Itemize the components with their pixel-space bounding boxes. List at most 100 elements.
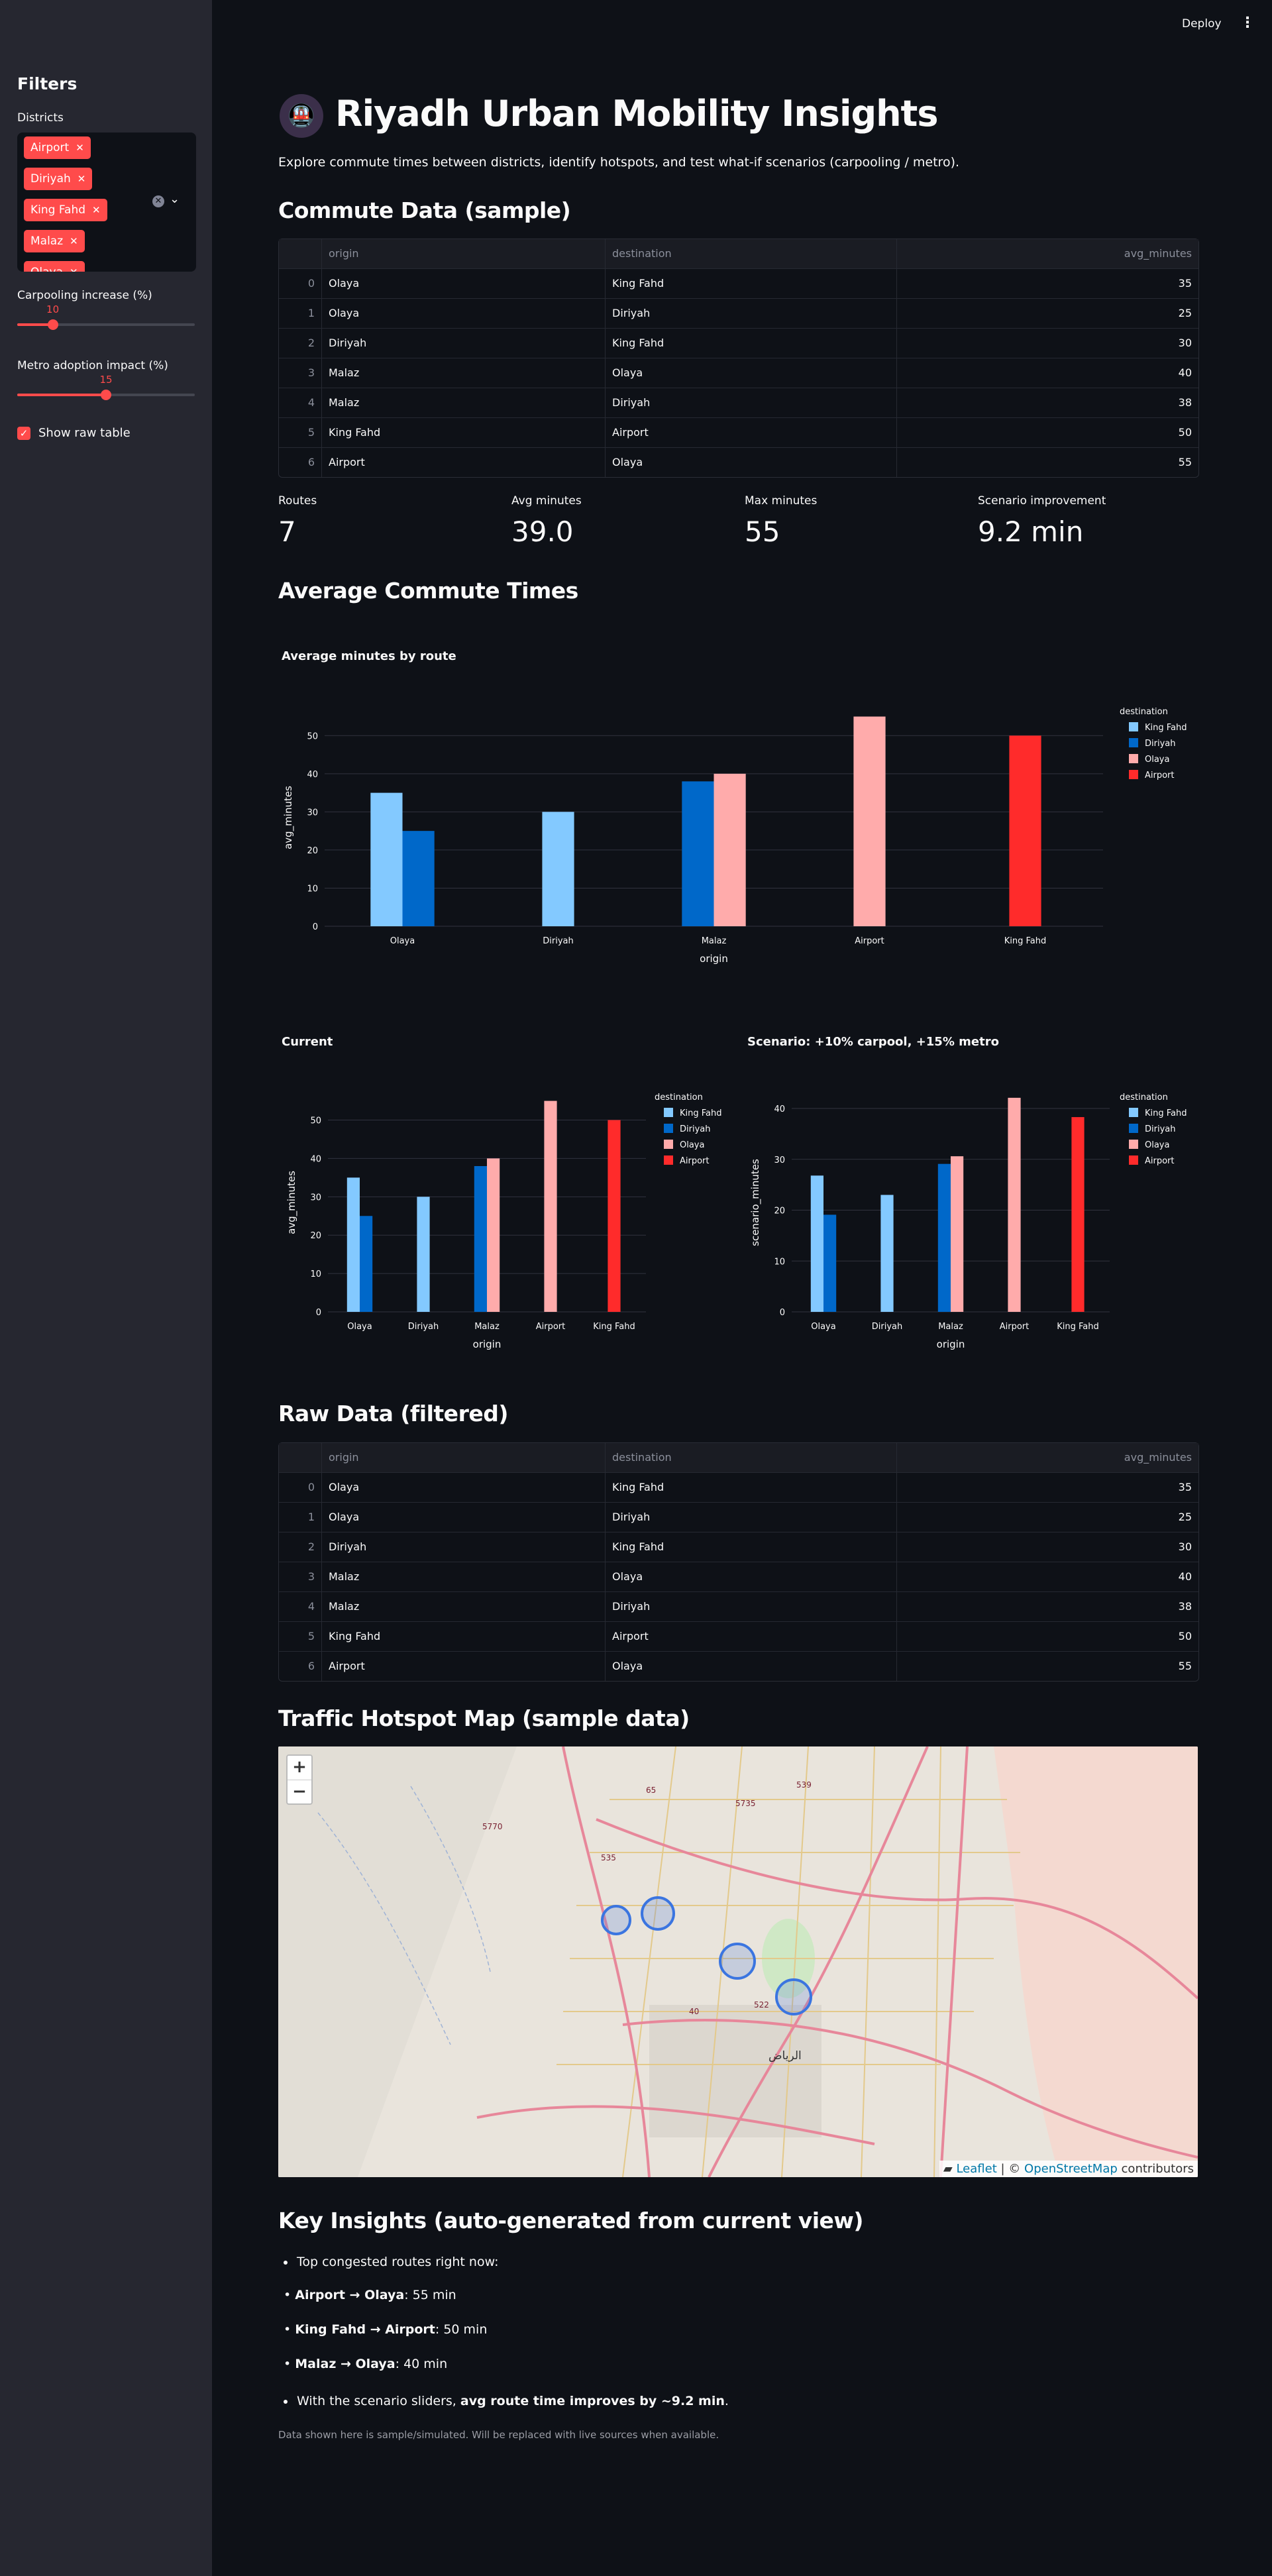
legend-swatch[interactable] bbox=[1129, 1124, 1138, 1133]
legend-label[interactable]: Airport bbox=[680, 1156, 710, 1166]
legend-label[interactable]: King Fahd bbox=[1145, 723, 1187, 733]
legend-label[interactable]: Airport bbox=[1145, 1156, 1175, 1166]
column-header[interactable]: avg_minutes bbox=[896, 239, 1198, 268]
legend-label[interactable]: Diriyah bbox=[1145, 1124, 1175, 1134]
table-row[interactable]: 0 Olaya King Fahd 35 bbox=[279, 1472, 1198, 1502]
legend-swatch[interactable] bbox=[1129, 722, 1138, 731]
tag-airport[interactable]: Airport ✕ bbox=[24, 136, 91, 159]
table-row[interactable]: 0 Olaya King Fahd 35 bbox=[279, 268, 1198, 298]
legend-swatch[interactable] bbox=[1129, 738, 1138, 747]
legend-swatch[interactable] bbox=[664, 1108, 673, 1117]
legend-swatch[interactable] bbox=[1129, 1108, 1138, 1117]
tag-malaz[interactable]: Malaz ✕ bbox=[24, 230, 85, 252]
slider-thumb[interactable] bbox=[101, 390, 111, 400]
slider-thumb[interactable] bbox=[47, 319, 58, 330]
bar[interactable] bbox=[1008, 1097, 1021, 1312]
hotspot-marker[interactable] bbox=[641, 1896, 675, 1931]
table-row[interactable]: 1 Olaya Diriyah 25 bbox=[279, 1502, 1198, 1532]
legend-swatch[interactable] bbox=[1129, 1155, 1138, 1165]
table-row[interactable]: 3 Malaz Olaya 40 bbox=[279, 1562, 1198, 1591]
clear-all-icon[interactable]: ✕ bbox=[152, 195, 164, 207]
legend-label[interactable]: King Fahd bbox=[680, 1108, 722, 1118]
close-icon[interactable]: ✕ bbox=[92, 204, 101, 216]
legend-label[interactable]: Olaya bbox=[680, 1140, 704, 1150]
legend-label[interactable]: Olaya bbox=[1145, 1140, 1169, 1150]
column-header[interactable] bbox=[279, 239, 321, 268]
show-raw-checkbox[interactable]: ✓ bbox=[17, 427, 30, 440]
bar[interactable] bbox=[417, 1197, 430, 1312]
chevron-down-icon[interactable]: ⌄ bbox=[170, 192, 180, 206]
close-icon[interactable]: ✕ bbox=[76, 142, 84, 154]
table-row[interactable]: 4 Malaz Diriyah 38 bbox=[279, 1591, 1198, 1621]
column-header[interactable]: destination bbox=[605, 1443, 896, 1472]
column-header[interactable] bbox=[279, 1443, 321, 1472]
more-vertical-icon[interactable]: ⋮ bbox=[1240, 15, 1255, 31]
legend-swatch[interactable] bbox=[1129, 1140, 1138, 1149]
deploy-button[interactable]: Deploy bbox=[1182, 17, 1222, 30]
bar[interactable] bbox=[937, 1163, 951, 1312]
bar[interactable] bbox=[951, 1156, 964, 1312]
bar[interactable] bbox=[810, 1175, 823, 1312]
column-header[interactable]: avg_minutes bbox=[896, 1443, 1198, 1472]
tag-diriyah[interactable]: Diriyah ✕ bbox=[24, 168, 93, 190]
bar[interactable] bbox=[853, 716, 886, 926]
traffic-map[interactable]: 65 539 5735 5770 535 40 522 الرياض + − ▰… bbox=[278, 1746, 1198, 2177]
legend-label[interactable]: Diriyah bbox=[680, 1124, 710, 1134]
tag-olaya[interactable]: Olaya ✕ bbox=[24, 261, 85, 272]
table-row[interactable]: 3 Malaz Olaya 40 bbox=[279, 358, 1198, 388]
bar[interactable] bbox=[487, 1158, 500, 1312]
legend-swatch[interactable] bbox=[664, 1155, 673, 1165]
legend-swatch[interactable] bbox=[664, 1124, 673, 1133]
bar[interactable] bbox=[714, 773, 746, 926]
close-icon[interactable]: ✕ bbox=[70, 266, 78, 272]
districts-multiselect[interactable]: Airport ✕ Diriyah ✕ King Fahd ✕ Malaz ✕ Olay… bbox=[17, 133, 196, 272]
bar[interactable] bbox=[1071, 1117, 1085, 1312]
hotspot-marker[interactable] bbox=[719, 1943, 756, 1980]
table-row[interactable]: 5 King Fahd Airport 50 bbox=[279, 1621, 1198, 1651]
column-header[interactable]: origin bbox=[321, 1443, 605, 1472]
hotspot-markers[interactable] bbox=[601, 1896, 812, 2015]
legend-label[interactable]: King Fahd bbox=[1145, 1108, 1187, 1118]
bar[interactable] bbox=[474, 1166, 487, 1312]
osm-link[interactable]: OpenStreetMap bbox=[1024, 2162, 1118, 2176]
bar[interactable] bbox=[1009, 735, 1041, 926]
table-row[interactable]: 2 Diriyah King Fahd 30 bbox=[279, 328, 1198, 358]
table-row[interactable]: 6 Airport Olaya 55 bbox=[279, 1651, 1198, 1681]
tag-king-fahd[interactable]: King Fahd ✕ bbox=[24, 199, 107, 221]
commute-table[interactable]: origin destination avg_minutes 0 Olaya King F… bbox=[278, 239, 1199, 478]
bar[interactable] bbox=[682, 781, 714, 926]
column-header[interactable]: origin bbox=[321, 239, 605, 268]
table-row[interactable]: 5 King Fahd Airport 50 bbox=[279, 417, 1198, 447]
table-row[interactable]: 2 Diriyah King Fahd 30 bbox=[279, 1532, 1198, 1562]
hotspot-marker[interactable] bbox=[775, 1978, 812, 2015]
table-row[interactable]: 4 Malaz Diriyah 38 bbox=[279, 388, 1198, 417]
metro-slider[interactable]: 15 bbox=[17, 374, 195, 400]
bar[interactable] bbox=[542, 812, 574, 926]
table-row[interactable]: 6 Airport Olaya 55 bbox=[279, 447, 1198, 477]
metric-value: 9.2 min bbox=[978, 515, 1084, 548]
legend-label[interactable]: Diriyah bbox=[1145, 739, 1175, 749]
legend-label[interactable]: Airport bbox=[1145, 771, 1175, 780]
table-row[interactable]: 1 Olaya Diriyah 25 bbox=[279, 298, 1198, 328]
bar[interactable] bbox=[402, 831, 435, 926]
bar[interactable] bbox=[608, 1120, 621, 1312]
bar[interactable] bbox=[370, 792, 403, 926]
bar[interactable] bbox=[544, 1100, 557, 1312]
hotspot-marker[interactable] bbox=[601, 1905, 631, 1935]
legend-swatch[interactable] bbox=[664, 1140, 673, 1149]
close-icon[interactable]: ✕ bbox=[77, 173, 86, 185]
bar[interactable] bbox=[360, 1216, 373, 1312]
legend-label[interactable]: Olaya bbox=[1145, 755, 1169, 765]
raw-table[interactable]: origin destination avg_minutes 0 Olaya King F… bbox=[278, 1442, 1199, 1682]
legend-swatch[interactable] bbox=[1129, 770, 1138, 779]
bar[interactable] bbox=[880, 1195, 894, 1312]
carpool-slider[interactable]: 10 bbox=[17, 303, 195, 330]
zoom-out-button[interactable]: − bbox=[292, 1782, 307, 1801]
bar[interactable] bbox=[346, 1177, 360, 1312]
leaflet-link[interactable]: Leaflet bbox=[956, 2162, 997, 2176]
bar[interactable] bbox=[823, 1214, 837, 1312]
column-header[interactable]: destination bbox=[605, 239, 896, 268]
close-icon[interactable]: ✕ bbox=[70, 235, 78, 247]
legend-swatch[interactable] bbox=[1129, 754, 1138, 763]
zoom-in-button[interactable]: + bbox=[288, 1756, 311, 1780]
